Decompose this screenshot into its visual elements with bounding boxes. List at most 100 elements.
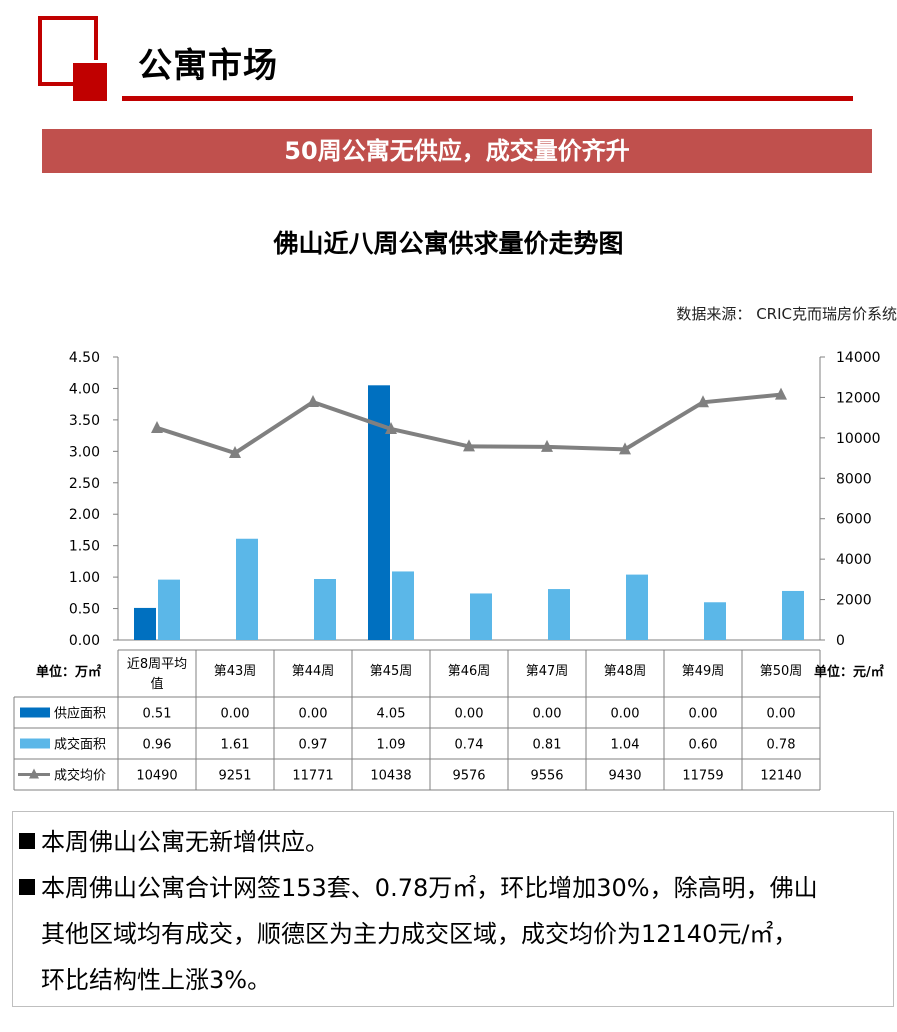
x-category-label: 第47周 <box>526 664 569 679</box>
note-line-3: 其他区域均有成交，顺德区为主力成交区域，成交均价为12140元/㎡， <box>41 920 798 948</box>
bullet-square-icon <box>19 833 35 849</box>
y-tick-label-left: 3.00 <box>69 444 100 460</box>
table-value: 0.74 <box>455 738 484 753</box>
x-category-label: 第49周 <box>682 664 725 679</box>
x-category-label: 近8周平均 <box>127 657 187 672</box>
note-text: 本周佛山公寓合计网签153套、0.78万㎡，环比增加30%，除高明，佛山 <box>41 874 818 902</box>
combo-chart: 0.00 0.50 1.00 1.50 2.00 2.50 3.00 3.50 4.00 4.50… <box>13 350 884 791</box>
x-category-label: 第48周 <box>604 664 647 679</box>
y-tick-label-right: 10000 <box>836 431 881 447</box>
section-logo-frame <box>38 16 98 86</box>
avg-price-marker <box>541 439 553 452</box>
y-tick-label-left: 2.00 <box>69 507 100 523</box>
avg-price-marker <box>307 395 319 408</box>
table-value: 0.00 <box>767 707 796 722</box>
y-tick-label-right: 2000 <box>836 593 872 609</box>
avg-price-marker <box>151 420 163 433</box>
chart-source: 数据来源： CRIC克而瑞房价系统 <box>676 305 897 323</box>
avg-price-marker <box>697 395 709 408</box>
x-category-label: 第43周 <box>214 664 257 679</box>
legend-label: 供应面积 <box>54 706 106 722</box>
table-value: 12140 <box>760 769 801 784</box>
legend-marker <box>29 768 39 779</box>
y-tick-label-left: 0.50 <box>69 602 100 618</box>
y-tick-label-left: 1.00 <box>69 570 100 586</box>
table-value: 9251 <box>218 769 251 784</box>
table-value: 11771 <box>292 769 333 784</box>
table-value: 9576 <box>452 769 485 784</box>
deal-area-bar <box>782 590 804 640</box>
y-tick-label-right: 12000 <box>836 390 881 406</box>
legend-label: 成交均价 <box>54 768 106 784</box>
table-value: 0.00 <box>611 707 640 722</box>
avg-price-marker <box>463 439 475 452</box>
table-value: 0.60 <box>689 738 718 753</box>
note-text: 本周佛山公寓无新增供应。 <box>41 828 329 856</box>
table-value: 0.00 <box>455 707 484 722</box>
y-tick-label-left: 0.00 <box>69 633 100 649</box>
deal-area-bar <box>158 579 180 640</box>
deal-area-bar <box>314 578 336 640</box>
table-value: 0.96 <box>143 738 172 753</box>
supply-bar <box>134 607 156 640</box>
table-value: 0.51 <box>143 707 172 722</box>
legend-label: 成交面积 <box>54 737 106 753</box>
note-line-1: 本周佛山公寓无新增供应。 <box>19 820 329 864</box>
legend-swatch <box>20 707 50 718</box>
summary-box: 本周佛山公寓无新增供应。 本周佛山公寓合计网签153套、0.78万㎡，环比增加3… <box>12 811 894 1007</box>
table-value: 9556 <box>530 769 563 784</box>
x-category-label: 第45周 <box>370 664 413 679</box>
note-line-4: 环比结构性上涨3%。 <box>41 966 272 994</box>
chart-title: 佛山近八周公寓供求量价走势图 <box>273 229 624 258</box>
deal-area-bar <box>392 571 414 640</box>
table-value: 11759 <box>682 769 723 784</box>
x-category-label: 第50周 <box>760 664 803 679</box>
deal-area-bar <box>236 538 258 640</box>
table-value: 0.00 <box>533 707 562 722</box>
y-tick-label-right: 0 <box>836 633 845 649</box>
deal-area-bar <box>548 589 570 640</box>
table-value: 9430 <box>608 769 641 784</box>
y-tick-label-left: 4.00 <box>69 381 100 397</box>
y-tick-label-right: 8000 <box>836 471 872 487</box>
deal-area-bar <box>470 593 492 640</box>
note-line-2: 本周佛山公寓合计网签153套、0.78万㎡，环比增加30%，除高明，佛山 <box>19 866 818 910</box>
section-title: 公寓市场 <box>138 46 278 86</box>
x-category-label: 第44周 <box>292 664 335 679</box>
x-category-label: 值 <box>150 676 163 692</box>
title-underline <box>122 96 853 101</box>
y-tick-label-left: 4.50 <box>69 350 100 366</box>
avg-price-marker <box>385 422 397 435</box>
y-tick-label-left: 3.50 <box>69 413 100 429</box>
table-value: 1.09 <box>377 738 406 753</box>
table-value: 1.04 <box>611 738 640 753</box>
table-value: 10438 <box>370 769 411 784</box>
avg-price-marker <box>229 445 241 458</box>
left-unit-label: 单位：万㎡ <box>36 664 101 680</box>
x-category-label: 第46周 <box>448 664 491 679</box>
table-value: 0.97 <box>299 738 328 753</box>
y-tick-label-left: 2.50 <box>69 476 100 492</box>
table-value: 4.05 <box>377 707 406 722</box>
avg-price-marker <box>619 442 631 455</box>
section-logo-square <box>73 63 107 101</box>
y-tick-label-left: 1.50 <box>69 539 100 555</box>
supply-bar <box>368 385 390 640</box>
table-value: 0.78 <box>767 738 796 753</box>
y-tick-label-right: 6000 <box>836 512 872 528</box>
headline-banner: 50周公寓无供应，成交量价齐升 <box>42 129 872 173</box>
table-value: 0.00 <box>689 707 718 722</box>
table-value: 0.81 <box>533 738 562 753</box>
table-value: 0.00 <box>299 707 328 722</box>
deal-area-bar <box>626 574 648 640</box>
y-tick-label-right: 4000 <box>836 552 872 568</box>
table-value: 10490 <box>136 769 177 784</box>
table-value: 0.00 <box>221 707 250 722</box>
table-value: 1.61 <box>221 738 250 753</box>
bullet-square-icon <box>19 879 35 895</box>
right-unit-label: 单位：元/㎡ <box>814 664 884 680</box>
y-tick-label-right: 14000 <box>836 350 881 366</box>
deal-area-bar <box>704 602 726 640</box>
avg-price-marker <box>775 387 787 400</box>
legend-swatch <box>20 738 50 749</box>
